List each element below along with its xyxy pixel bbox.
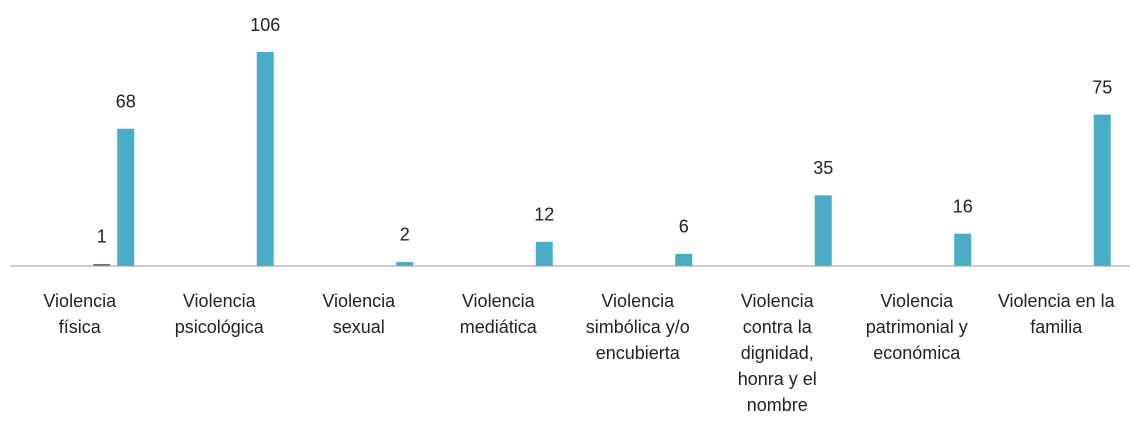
bar (93, 263, 111, 266)
x-tick-label: Violencia psicológica (174, 291, 264, 337)
bar (954, 233, 972, 266)
bar (535, 241, 553, 266)
data-label: 106 (250, 15, 280, 35)
data-label: 68 (116, 91, 136, 111)
x-tick-label: Violencia patrimonial y económica (865, 291, 968, 363)
data-label: 2 (400, 225, 410, 245)
bar (117, 128, 135, 266)
bar (396, 261, 414, 266)
data-label: 75 (1092, 77, 1112, 97)
bar (675, 253, 693, 266)
bar (814, 195, 832, 266)
x-tick-label: Violencia en la familia (997, 291, 1115, 337)
data-label: 16 (953, 196, 973, 216)
data-label: 12 (534, 205, 554, 225)
x-tick-label: Violencia sexual (322, 291, 396, 337)
x-tick-label: Violencia contra la dignidad, honra y el… (737, 291, 817, 415)
data-label: 6 (679, 217, 689, 237)
data-label: 1 (97, 227, 107, 247)
bar (256, 52, 274, 266)
data-label: 35 (813, 158, 833, 178)
x-tick-label: Violencia física (43, 291, 117, 337)
x-tick-label: Violencia mediática (459, 291, 537, 337)
x-tick-label: Violencia simbólica y/o encubierta (585, 291, 690, 363)
bar (1093, 114, 1111, 267)
